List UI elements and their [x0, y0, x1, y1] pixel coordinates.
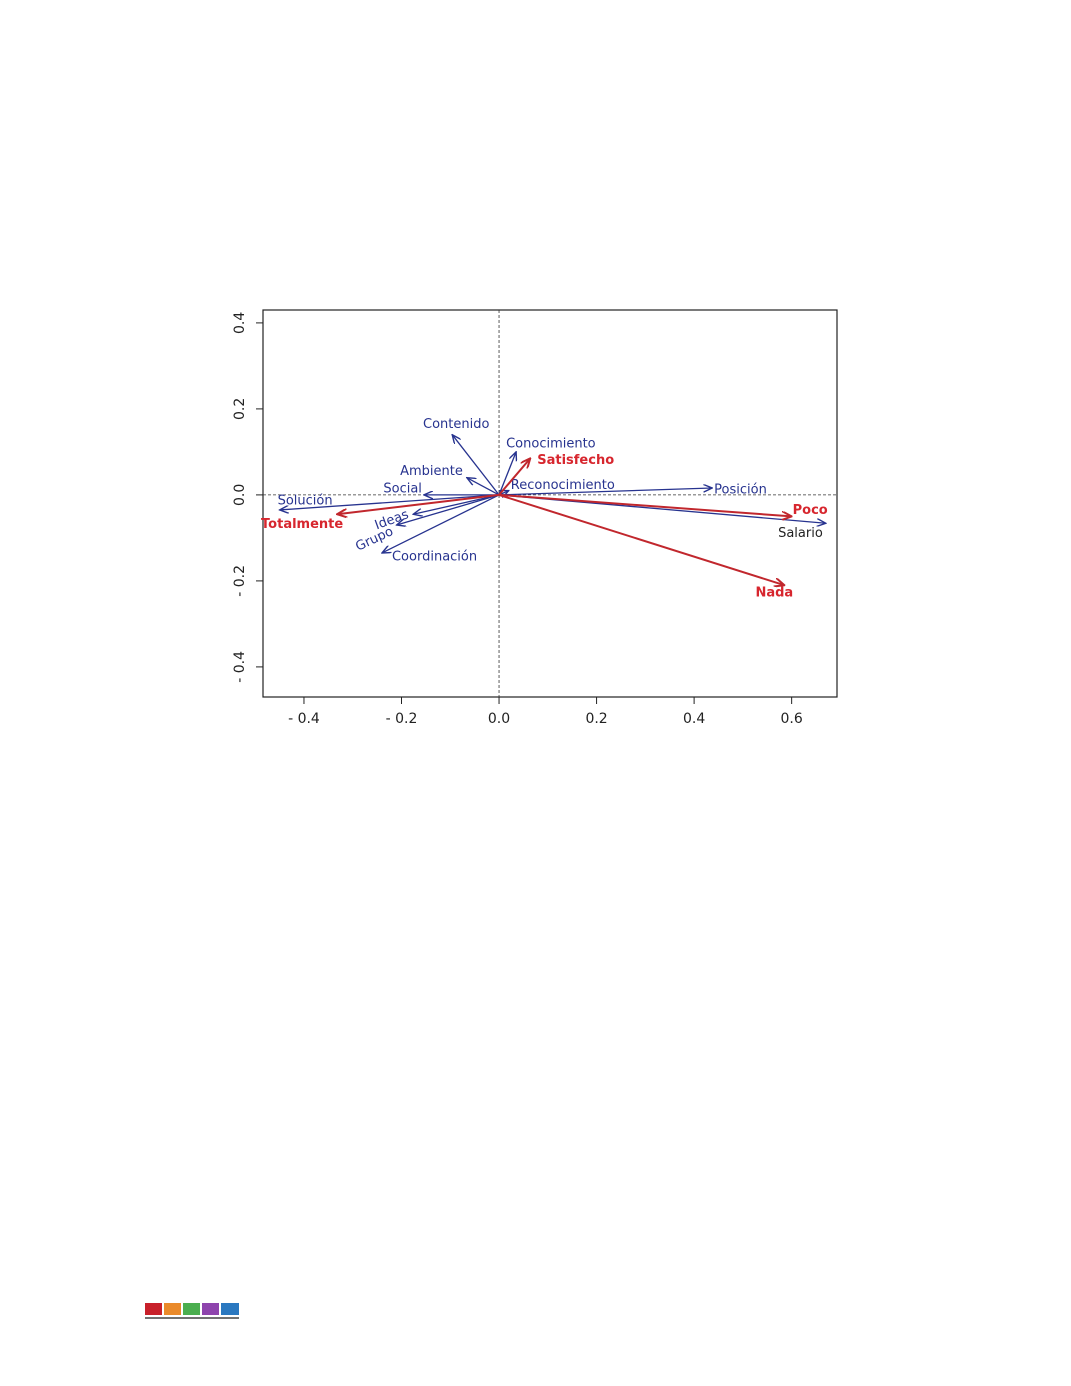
color-swatch: [202, 1303, 219, 1315]
y-tick-label: - 0.2: [232, 565, 248, 597]
vector-arrow: [498, 452, 516, 496]
vector-label: Contenido: [423, 417, 489, 432]
vector-label: Reconocimiento: [511, 478, 615, 493]
vector-arrow: [397, 494, 500, 525]
vector-arrow: [337, 493, 500, 514]
vector-label: Poco: [793, 503, 828, 518]
x-tick-label: 0.2: [585, 711, 607, 727]
y-tick-label: - 0.4: [232, 651, 248, 683]
vector-label: Social: [383, 481, 422, 496]
vector-label: Ambiente: [400, 464, 463, 479]
footer-decoration: [145, 1303, 239, 1319]
vector-arrow: [499, 488, 712, 496]
vector-arrow: [467, 478, 500, 496]
color-swatch: [221, 1303, 239, 1315]
vector-label: Grupo: [353, 524, 396, 554]
vector-arrow: [413, 494, 500, 514]
plot-frame: [262, 309, 838, 698]
vector-arrow: [498, 458, 530, 496]
y-tick-label: 0.0: [232, 484, 248, 506]
vector-label: Totalmente: [261, 517, 343, 532]
vector-label: Satisfecho: [537, 453, 614, 468]
x-tick-label: 0.6: [781, 711, 803, 727]
color-swatch: [145, 1303, 162, 1315]
vector-label: Solución: [278, 493, 333, 508]
x-tick-label: 0.4: [683, 711, 705, 727]
y-tick-label: 0.4: [232, 312, 248, 334]
vector-arrow: [498, 493, 792, 517]
vector-label: Coordinación: [392, 549, 477, 564]
vector-arrow: [382, 494, 500, 553]
vector-label: Conocimiento: [506, 436, 596, 451]
vector-arrow: [498, 493, 784, 585]
vector-label: Salario: [778, 526, 823, 541]
vector-arrow: [280, 494, 500, 510]
color-swatch: [164, 1303, 181, 1315]
x-tick-label: - 0.2: [386, 711, 418, 727]
vector-arrow: [452, 435, 500, 496]
vector-label: Nada: [755, 586, 793, 601]
color-swatch: [183, 1303, 200, 1315]
x-tick-label: 0.0: [488, 711, 510, 727]
y-tick-label: 0.2: [232, 398, 248, 420]
x-tick-label: - 0.4: [288, 711, 320, 727]
vector-label: Posición: [714, 483, 767, 498]
